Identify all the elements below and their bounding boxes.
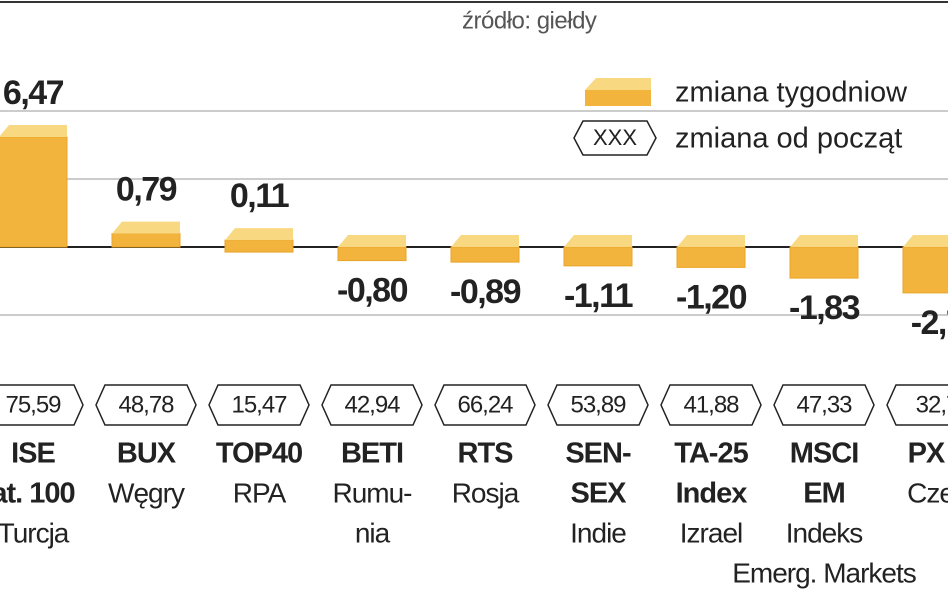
bar-group bbox=[0, 125, 68, 248]
ytd-hex bbox=[434, 384, 536, 426]
bar-group bbox=[676, 235, 746, 268]
bar-group bbox=[450, 235, 520, 263]
country-label: Węgry bbox=[108, 477, 185, 508]
value-label: 0,11 bbox=[230, 177, 289, 215]
value-label: -0,89 bbox=[450, 273, 521, 311]
legend-label: zmiana od począt bbox=[675, 123, 902, 155]
ytd-label: 42,94 bbox=[344, 391, 400, 418]
country-label: Emerg. Markets bbox=[732, 557, 916, 588]
ytd-label: 15,47 bbox=[231, 391, 287, 418]
value-label: 6,47 bbox=[3, 74, 64, 112]
legend-symbol: XXX bbox=[593, 125, 637, 150]
bar bbox=[789, 246, 859, 279]
country-label: Czec bbox=[907, 477, 948, 508]
bar bbox=[0, 136, 68, 248]
value-label: -0,80 bbox=[337, 272, 408, 310]
ytd-label: 66,24 bbox=[457, 391, 513, 418]
bar bbox=[676, 246, 746, 268]
bar bbox=[337, 246, 407, 262]
bar-top bbox=[112, 221, 180, 234]
bar-top bbox=[677, 235, 745, 247]
bar bbox=[111, 233, 181, 248]
ytd-hex bbox=[321, 384, 423, 426]
bar-group bbox=[789, 235, 859, 279]
x-tick-label: RTS bbox=[458, 438, 514, 470]
value-label: -2,7 bbox=[911, 304, 948, 342]
ytd-hex bbox=[208, 384, 310, 426]
country-label: Rumu- bbox=[332, 477, 412, 508]
ytd-label: 75,59 bbox=[5, 391, 61, 418]
ytd-hex bbox=[0, 384, 84, 426]
x-tick-label: TA-25 bbox=[674, 438, 748, 470]
value-label: -1,20 bbox=[676, 278, 747, 316]
bar bbox=[450, 246, 520, 263]
legend-swatch-top bbox=[585, 78, 651, 90]
bar-top bbox=[564, 235, 632, 247]
ytd-label: 48,78 bbox=[118, 391, 174, 418]
source: źródło: giełdy bbox=[462, 7, 597, 34]
bar-top bbox=[790, 235, 858, 247]
x-tick-label: BUX bbox=[117, 438, 177, 470]
bar-top bbox=[0, 125, 67, 138]
ytd-hex bbox=[886, 384, 948, 426]
x-tick-label: TOP40 bbox=[216, 438, 302, 470]
country-label: Indie bbox=[570, 517, 626, 548]
legend-hex bbox=[573, 120, 657, 156]
ytd-label: 32,7 bbox=[916, 391, 948, 418]
x-tick-label: Index bbox=[676, 478, 748, 510]
legend: zmiana tygodniow XXX zmiana od począt bbox=[573, 77, 908, 156]
country-label: Turcja bbox=[0, 517, 70, 548]
country-label: Izrael bbox=[680, 517, 742, 548]
ytd-label: 41,88 bbox=[683, 391, 739, 418]
bar-top bbox=[338, 235, 406, 247]
bar-group bbox=[337, 235, 407, 262]
x-tick-label: EM bbox=[803, 478, 845, 510]
bar bbox=[902, 246, 948, 294]
x-tick-label: MSCI bbox=[790, 438, 859, 470]
x-tick-label: SEN- bbox=[565, 438, 631, 470]
ytd-hex bbox=[95, 384, 197, 426]
bar bbox=[224, 239, 294, 253]
country-label: Rosja bbox=[452, 477, 520, 508]
legend-label: zmiana tygodniow bbox=[675, 77, 908, 109]
value-label: -1,83 bbox=[789, 289, 860, 327]
bar-top bbox=[903, 235, 948, 247]
legend-swatch bbox=[585, 90, 651, 106]
country-label: RPA bbox=[233, 477, 287, 508]
bar-group bbox=[224, 228, 294, 253]
ytd-label: 53,89 bbox=[570, 391, 626, 418]
value-label: -1,11 bbox=[564, 277, 633, 315]
bar-group bbox=[563, 235, 633, 267]
bar-top bbox=[451, 235, 519, 247]
x-tick-label: ISE bbox=[11, 438, 55, 470]
ytd-hex bbox=[773, 384, 875, 426]
x-tick-label: SEX bbox=[570, 478, 627, 510]
bar bbox=[563, 246, 633, 267]
ytd-hex bbox=[547, 384, 649, 426]
bar-top bbox=[225, 228, 293, 241]
value-label: 0,79 bbox=[116, 171, 177, 209]
ytd-label: 47,33 bbox=[796, 391, 852, 418]
x-tick-label: at. 100 bbox=[0, 478, 75, 510]
x-tick-label: PX 5 bbox=[908, 438, 948, 470]
bar-group bbox=[902, 235, 948, 294]
country-label: nia bbox=[355, 517, 391, 548]
country-label: Indeks bbox=[786, 517, 863, 548]
x-tick-label: BETI bbox=[341, 438, 403, 470]
ytd-hex bbox=[660, 384, 762, 426]
bar-group bbox=[111, 221, 181, 248]
